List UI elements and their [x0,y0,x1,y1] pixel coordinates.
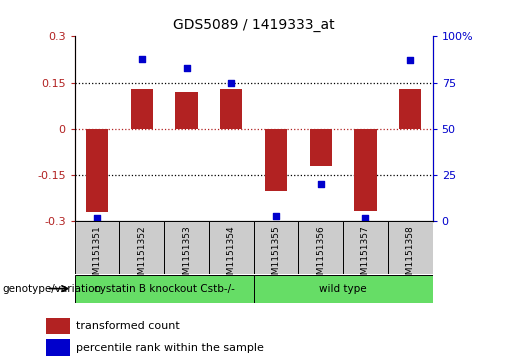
Text: wild type: wild type [319,284,367,294]
Point [138,56,146,61]
Point [93,215,101,221]
Bar [75,221,119,274]
Text: GSM1151355: GSM1151355 [271,225,281,286]
Text: GSM1151351: GSM1151351 [93,225,101,286]
Bar [310,129,332,166]
Bar [399,89,421,129]
Title: GDS5089 / 1419333_at: GDS5089 / 1419333_at [173,19,334,33]
Text: GSM1151358: GSM1151358 [406,225,415,286]
Point [406,57,415,63]
Text: GSM1151353: GSM1151353 [182,225,191,286]
Text: transformed count: transformed count [76,321,179,331]
Text: cystatin B knockout Cstb-/-: cystatin B knockout Cstb-/- [94,284,235,294]
Bar [175,92,198,129]
Bar [343,221,388,274]
Text: GSM1151356: GSM1151356 [316,225,325,286]
Bar [265,129,287,191]
Bar [164,221,209,274]
Point [182,65,191,71]
Text: percentile rank within the sample: percentile rank within the sample [76,343,264,352]
Point [317,182,325,187]
Text: GSM1151357: GSM1151357 [361,225,370,286]
Point [272,213,280,219]
Bar [354,129,376,211]
Bar [388,221,433,274]
Bar [119,221,164,274]
Bar [131,89,153,129]
Text: GSM1151352: GSM1151352 [138,225,146,286]
Bar [46,339,70,356]
Point [362,215,370,221]
Bar [253,275,433,302]
Text: GSM1151354: GSM1151354 [227,225,236,286]
Bar [253,221,298,274]
Bar [75,275,253,302]
Text: genotype/variation: genotype/variation [3,284,101,294]
Point [227,80,235,86]
Bar [86,129,108,212]
Bar [298,221,343,274]
Bar [220,89,243,129]
Bar [46,318,70,334]
Bar [209,221,253,274]
